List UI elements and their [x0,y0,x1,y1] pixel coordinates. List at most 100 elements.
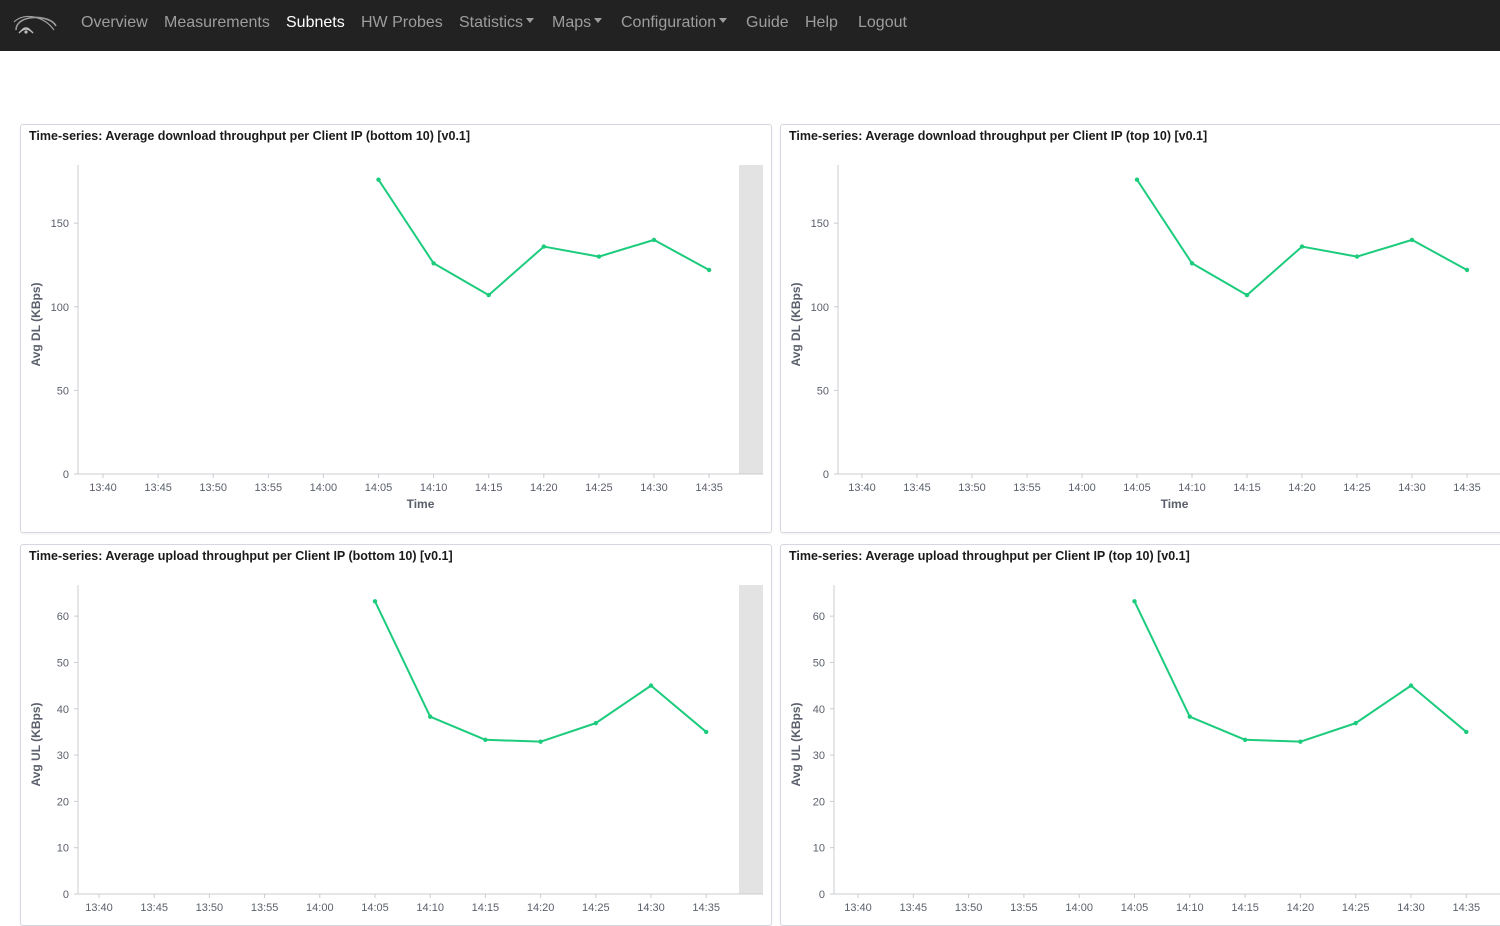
nav-logout[interactable]: Logout [858,14,907,31]
panel-title: Time-series: Average download throughput… [789,129,1208,143]
y-tick-label: 10 [813,843,825,855]
chart-panel-dl-bottom10: Time-series: Average download throughput… [20,124,772,533]
x-tick-label: 14:10 [420,482,448,494]
y-axis-label: Avg UL (KBps) [789,702,803,786]
chevron-down-icon [594,18,603,24]
y-tick-label: 0 [63,469,69,481]
x-tick-label: 13:55 [251,902,279,914]
data-point [428,714,433,719]
x-tick-label: 13:40 [848,482,876,494]
x-tick-label: 14:15 [475,482,503,494]
chart-panel-dl-top10: Time-series: Average download throughput… [780,124,1500,533]
y-tick-label: 0 [819,889,825,901]
x-tick-label: 14:15 [1231,902,1259,914]
data-point [1464,267,1470,273]
nav-measurements[interactable]: Measurements [164,14,270,31]
data-point [376,177,381,182]
data-point [1464,729,1469,735]
selection-shade [739,165,763,474]
y-tick-label: 50 [817,385,829,397]
x-tick-label: 14:30 [637,902,665,914]
y-tick-label: 100 [51,302,69,314]
nav-configuration-dropdown[interactable]: Configuration [621,13,728,33]
x-tick-label: 14:20 [530,482,558,494]
y-tick-label: 50 [57,657,69,669]
series-line [374,600,707,743]
x-tick-label: 14:05 [1121,902,1149,914]
y-axis-label: Avg DL (KBps) [29,282,43,366]
y-tick-label: 20 [57,796,69,808]
y-tick-label: 10 [57,843,69,855]
data-point [1408,683,1414,688]
chart-ul-top10: 0 10 20 30 40 50 60 13:40 13:45 13:50 13:55 14:00 14… [789,585,1500,914]
chart-panel-ul-bottom10: Time-series: Average upload throughput p… [20,544,772,926]
x-tick-label: 13:55 [1013,482,1041,494]
x-tick-label: 14:25 [582,902,610,914]
nav-statistics-dropdown[interactable]: Statistics [459,13,535,33]
x-tick-label: 13:45 [900,902,928,914]
panel-title: Time-series: Average upload throughput p… [29,549,453,563]
y-tick-label: 30 [57,750,69,762]
x-axis-label: Time [407,497,435,511]
chart-dl-bottom10: 0 50 100 150 13:40 13:45 13:50 13:55 14:00 14:05 1… [29,165,763,511]
x-tick-label: 13:55 [1010,902,1038,914]
nav-configuration-label: Configuration [621,14,717,31]
y-tick-label: 0 [823,469,829,481]
panel-title: Time-series: Average upload throughput p… [789,549,1190,563]
x-tick-label: 14:25 [585,482,613,494]
nav-maps-label: Maps [552,14,592,31]
nav-guide[interactable]: Guide [746,14,789,31]
x-tick-label: 14:20 [1287,902,1315,914]
data-point [593,720,598,726]
nav-help[interactable]: Help [805,14,838,31]
y-tick-label: 50 [57,385,69,397]
x-tick-label: 14:05 [365,482,393,494]
panel-title: Time-series: Average download throughput… [29,129,471,143]
data-point [651,237,657,243]
x-tick-label: 14:20 [527,902,555,914]
x-tick-label: 14:00 [306,902,334,914]
data-point [538,739,543,744]
x-tick-label: 14:00 [310,482,338,494]
x-tick-label: 14:00 [1065,902,1093,914]
data-point [483,737,488,742]
y-tick-label: 40 [813,704,825,716]
x-tick-label: 13:40 [844,902,872,914]
data-point [1298,739,1303,744]
data-point [596,254,602,259]
series-line [1133,600,1467,743]
x-tick-label: 13:40 [89,482,117,494]
x-tick-label: 14:00 [1068,482,1096,494]
x-tick-label: 14:35 [695,482,723,494]
series-line [377,179,710,297]
data-point [431,261,436,266]
nav-maps-dropdown[interactable]: Maps [552,13,603,33]
x-tick-label: 13:50 [199,482,227,494]
data-point [1132,599,1137,604]
x-tick-label: 14:10 [416,902,444,914]
x-tick-label: 14:35 [692,902,720,914]
x-tick-label: 13:50 [955,902,983,914]
wifi-signal-logo-icon[interactable] [10,8,58,40]
data-point [1242,737,1248,742]
x-tick-label: 14:20 [1288,482,1316,494]
y-tick-label: 0 [63,889,69,901]
x-tick-label: 14:10 [1176,902,1204,914]
x-axis-label: Time [1161,497,1189,511]
x-tick-label: 14:10 [1178,482,1206,494]
x-tick-label: 13:40 [85,902,113,914]
x-tick-label: 14:05 [1123,482,1151,494]
y-tick-label: 150 [811,218,829,230]
nav-hw-probes[interactable]: HW Probes [361,14,443,31]
chart-panel-ul-top10: Time-series: Average upload throughput p… [780,544,1500,926]
chart-dl-top10: 0 50 100 150 13:40 13:45 13:50 13:55 14:00 14:05 1… [789,165,1500,511]
data-point [1299,244,1305,249]
data-point [1244,292,1250,298]
nav-overview[interactable]: Overview [81,14,148,31]
y-axis-label: Avg UL (KBps) [29,702,43,786]
data-point [706,267,712,273]
nav-subnets[interactable]: Subnets [286,14,345,31]
chart-ul-bottom10: 0 10 20 30 40 50 60 13:40 13:45 13:50 13:55 14:00 14… [29,585,763,914]
x-tick-label: 13:45 [140,902,168,914]
data-point [1189,261,1195,266]
